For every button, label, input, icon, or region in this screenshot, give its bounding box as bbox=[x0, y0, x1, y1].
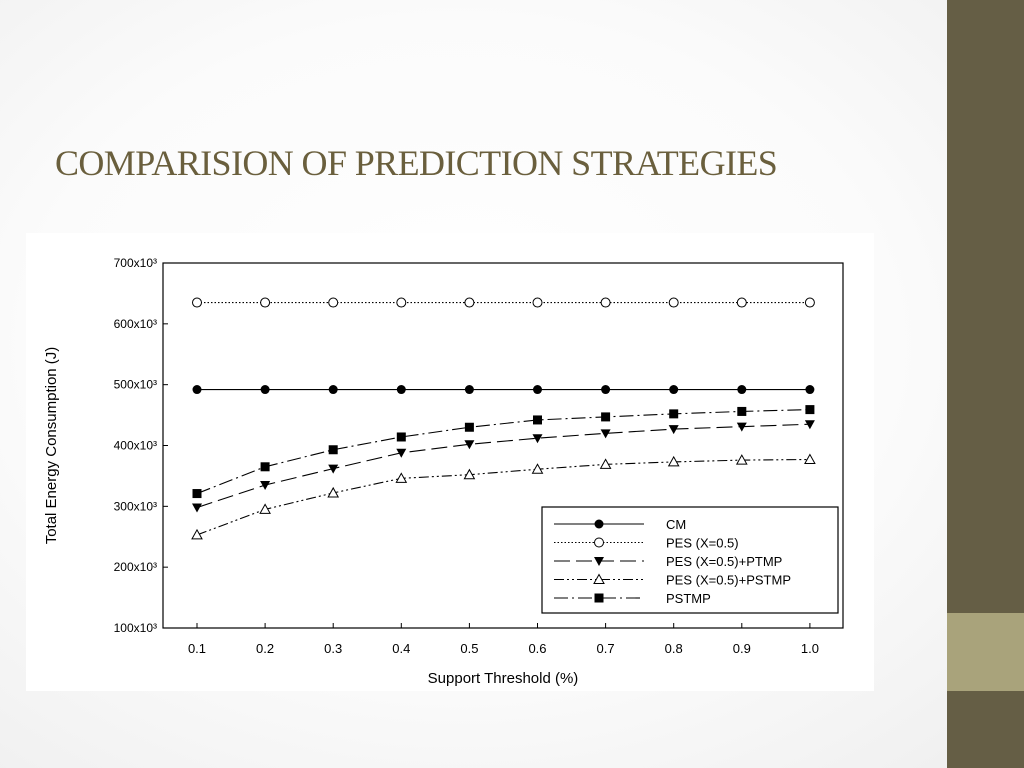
data-point-pes-x-0-5 bbox=[260, 297, 271, 308]
data-point-cm bbox=[464, 385, 474, 395]
data-point-cm bbox=[669, 385, 679, 395]
data-point-pes-x-0-5 bbox=[192, 297, 202, 308]
x-tick-label: 0.3 bbox=[324, 641, 342, 656]
sidebar-decoration bbox=[947, 0, 1024, 768]
data-point-pes-x-0-5-pstmp bbox=[327, 486, 340, 498]
legend-marker bbox=[594, 519, 604, 529]
y-tick-label: 700x10³ bbox=[114, 256, 157, 270]
data-point-pes-x-0-5-pstmp bbox=[599, 458, 612, 469]
y-axis-label: Total Energy Consumption (J) bbox=[43, 347, 60, 545]
data-point-pes-x-0-5 bbox=[464, 297, 475, 308]
data-point-pstmp bbox=[601, 412, 611, 422]
data-point-pstmp bbox=[737, 406, 747, 416]
legend-marker bbox=[593, 573, 605, 584]
data-point-pstmp bbox=[328, 445, 338, 455]
legend-label: PES (X=0.5) bbox=[666, 536, 739, 551]
data-point-pstmp bbox=[464, 422, 474, 432]
data-point-pstmp bbox=[260, 462, 270, 472]
series-line-pes-x-0-5-pstmp bbox=[196, 458, 810, 536]
data-point-pes-x-0-5 bbox=[532, 297, 543, 308]
sidebar-band-top bbox=[947, 0, 1024, 613]
data-point-pes-x-0-5 bbox=[736, 297, 747, 308]
legend-label: PES (X=0.5)+PSTMP bbox=[666, 573, 791, 588]
data-point-pes-x-0-5-pstmp bbox=[463, 468, 476, 480]
y-tick-label: 600x10³ bbox=[114, 317, 157, 331]
data-point-pes-x-0-5-pstmp bbox=[531, 463, 544, 474]
data-point-pstmp bbox=[805, 405, 815, 415]
data-point-pes-x-0-5-ptmp bbox=[736, 422, 747, 432]
legend-marker bbox=[594, 593, 604, 603]
sidebar-band-mid bbox=[947, 613, 1024, 691]
data-point-cm bbox=[192, 385, 202, 395]
data-point-pstmp bbox=[669, 409, 679, 419]
legend-marker bbox=[594, 557, 604, 566]
x-tick-label: 0.5 bbox=[460, 641, 478, 656]
legend-label: PES (X=0.5)+PTMP bbox=[666, 554, 782, 569]
x-tick-label: 0.4 bbox=[392, 641, 410, 656]
data-point-pes-x-0-5-pstmp bbox=[804, 453, 816, 464]
y-tick-label: 300x10³ bbox=[114, 499, 157, 513]
data-point-pes-x-0-5-ptmp bbox=[532, 434, 543, 444]
data-point-cm bbox=[533, 385, 542, 395]
data-point-pstmp bbox=[533, 415, 542, 425]
legend-label: PSTMP bbox=[666, 591, 711, 606]
data-point-pes-x-0-5-pstmp bbox=[259, 503, 271, 514]
x-tick-label: 0.6 bbox=[528, 641, 546, 656]
x-tick-label: 0.1 bbox=[188, 641, 206, 656]
slide-title: COMPARISION OF PREDICTION STRATEGIES bbox=[55, 143, 778, 183]
data-point-cm bbox=[328, 385, 338, 395]
data-point-pes-x-0-5 bbox=[668, 297, 679, 308]
data-point-pes-x-0-5-pstmp bbox=[395, 472, 408, 483]
data-point-pstmp bbox=[396, 432, 406, 442]
x-tick-label: 1.0 bbox=[801, 641, 819, 656]
data-point-pes-x-0-5-ptmp bbox=[396, 448, 407, 458]
data-point-pes-x-0-5-ptmp bbox=[192, 503, 202, 513]
data-point-pes-x-0-5 bbox=[804, 297, 815, 308]
data-point-pes-x-0-5-ptmp bbox=[464, 440, 475, 450]
data-point-pes-x-0-5 bbox=[328, 297, 339, 308]
x-tick-label: 0.8 bbox=[665, 641, 683, 656]
y-tick-label: 400x10³ bbox=[114, 439, 157, 453]
data-point-pes-x-0-5-pstmp bbox=[667, 455, 680, 467]
data-point-cm bbox=[805, 385, 815, 395]
chart-figure: 100x10³ 200x10³ 300x10³ 400x10³ 500x10³ 600x1… bbox=[26, 233, 874, 691]
x-tick-label: 0.9 bbox=[733, 641, 751, 656]
data-point-cm bbox=[396, 385, 406, 395]
y-tick-label: 500x10³ bbox=[114, 378, 157, 392]
data-point-pstmp bbox=[192, 489, 202, 499]
line-chart: 100x10³ 200x10³ 300x10³ 400x10³ 500x10³ 600x1… bbox=[43, 256, 844, 687]
data-point-pes-x-0-5-ptmp bbox=[600, 429, 611, 439]
data-point-pes-x-0-5 bbox=[600, 297, 611, 308]
x-tick-label: 0.7 bbox=[597, 641, 615, 656]
x-axis-label: Support Threshold (%) bbox=[428, 670, 579, 687]
legend-label: CM bbox=[666, 517, 686, 532]
data-point-pes-x-0-5-ptmp bbox=[804, 420, 815, 430]
data-point-pes-x-0-5-pstmp bbox=[191, 528, 203, 540]
sidebar-band-bottom bbox=[947, 691, 1024, 768]
data-point-pes-x-0-5-ptmp bbox=[260, 481, 271, 491]
data-point-cm bbox=[260, 385, 270, 395]
data-point-cm bbox=[737, 385, 747, 395]
y-tick-label: 100x10³ bbox=[114, 621, 157, 635]
data-point-pes-x-0-5-ptmp bbox=[328, 464, 339, 474]
series-line-pes-x-0-5-ptmp bbox=[196, 423, 810, 509]
data-point-pes-x-0-5-ptmp bbox=[668, 425, 679, 435]
x-tick-label: 0.2 bbox=[256, 641, 274, 656]
legend-marker bbox=[594, 537, 604, 548]
data-point-pes-x-0-5-pstmp bbox=[735, 454, 748, 465]
series-line-pstmp bbox=[196, 409, 810, 495]
legend-box bbox=[541, 506, 839, 614]
data-point-pes-x-0-5 bbox=[396, 297, 407, 308]
y-tick-label: 200x10³ bbox=[114, 560, 157, 574]
data-point-cm bbox=[601, 385, 611, 395]
